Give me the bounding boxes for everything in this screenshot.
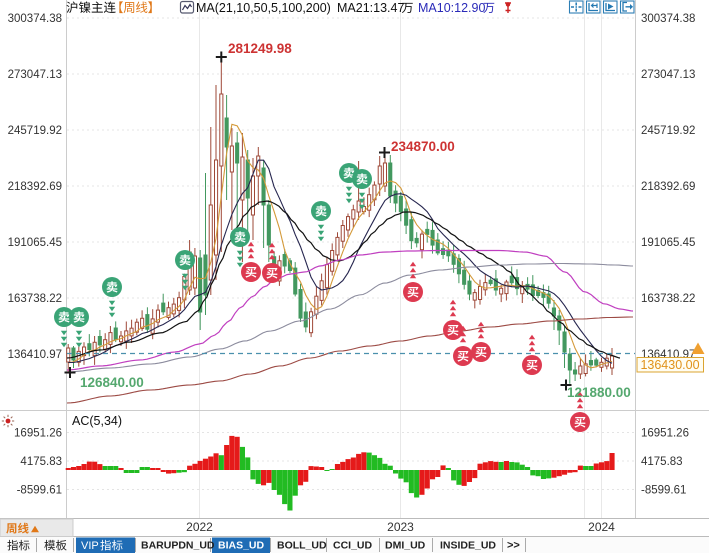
svg-text:4175.83: 4175.83	[641, 456, 683, 468]
svg-text:16951.26: 16951.26	[641, 428, 689, 440]
svg-text:2024: 2024	[588, 520, 615, 534]
svg-text:CCI_UD: CCI_UD	[333, 540, 373, 552]
svg-text:INSIDE_UD: INSIDE_UD	[440, 540, 496, 552]
svg-text:191065.45: 191065.45	[8, 237, 62, 249]
svg-text:281249.98: 281249.98	[228, 41, 292, 56]
svg-text:300374.38: 300374.38	[641, 13, 695, 25]
svg-text:136430.00: 136430.00	[640, 358, 699, 372]
svg-text:MA(21,10,50,5,100,200): MA(21,10,50,5,100,200)	[196, 1, 331, 15]
svg-text:MA10:12.90: MA10:12.90	[418, 1, 485, 15]
svg-text:218392.69: 218392.69	[641, 181, 695, 193]
svg-text:234870.00: 234870.00	[391, 139, 455, 154]
svg-text:163738.22: 163738.22	[641, 293, 695, 305]
svg-text:4175.83: 4175.83	[20, 456, 62, 468]
svg-text:BOLL_UD: BOLL_UD	[277, 540, 327, 552]
svg-text:163738.22: 163738.22	[8, 293, 62, 305]
svg-text:>>: >>	[507, 540, 520, 552]
svg-text:BIAS_UD: BIAS_UD	[218, 540, 265, 552]
svg-text:121880.00: 121880.00	[567, 385, 631, 400]
svg-text:DMI_UD: DMI_UD	[385, 540, 426, 552]
svg-text:AC(5,34): AC(5,34)	[72, 414, 122, 428]
svg-text:136410.97: 136410.97	[8, 349, 62, 361]
svg-text:-8599.61: -8599.61	[641, 485, 686, 497]
svg-text:BARUPDN_UD: BARUPDN_UD	[141, 540, 215, 552]
svg-text:MA21:13.47: MA21:13.47	[337, 1, 404, 15]
svg-text:16951.26: 16951.26	[14, 428, 62, 440]
svg-text:VIP: VIP	[81, 540, 99, 552]
svg-text:273047.13: 273047.13	[641, 69, 695, 81]
svg-text:191065.45: 191065.45	[641, 237, 695, 249]
svg-text:2022: 2022	[186, 520, 213, 534]
svg-text:218392.69: 218392.69	[8, 181, 62, 193]
svg-text:300374.38: 300374.38	[8, 13, 62, 25]
svg-text:245719.92: 245719.92	[641, 125, 695, 137]
svg-text:2023: 2023	[387, 520, 414, 534]
svg-text:273047.13: 273047.13	[8, 69, 62, 81]
svg-text:126840.00: 126840.00	[80, 375, 144, 390]
svg-text:245719.92: 245719.92	[8, 125, 62, 137]
svg-text:-8599.61: -8599.61	[17, 485, 62, 497]
